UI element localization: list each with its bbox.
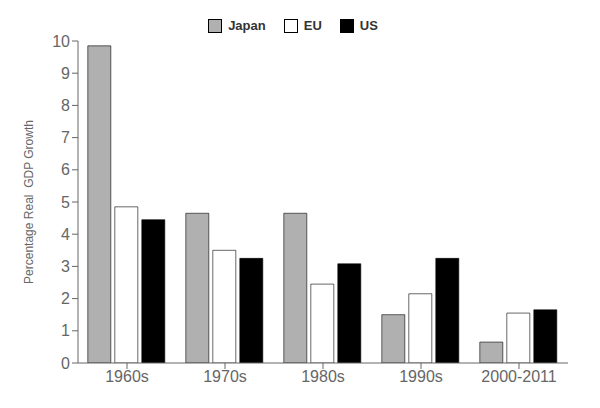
svg-text:1960s: 1960s [105, 368, 149, 385]
svg-text:10: 10 [52, 33, 70, 50]
svg-text:Percentage Real GDP Growth: Percentage Real GDP Growth [22, 120, 36, 284]
svg-text:3: 3 [61, 258, 70, 275]
svg-text:8: 8 [61, 97, 70, 114]
svg-text:1990s: 1990s [399, 368, 443, 385]
svg-text:2000-2011: 2000-2011 [481, 368, 556, 385]
svg-text:5: 5 [61, 194, 70, 211]
svg-text:1980s: 1980s [301, 368, 345, 385]
svg-text:9: 9 [61, 65, 70, 82]
svg-text:2: 2 [61, 290, 70, 307]
html-text:US: US [359, 18, 378, 33]
svg-text:6: 6 [61, 161, 70, 178]
html-text:EU: EU [303, 18, 322, 33]
svg-text:0: 0 [61, 355, 70, 372]
svg-text:1970s: 1970s [203, 368, 247, 385]
svg-text:7: 7 [61, 129, 70, 146]
html-text:Japan: Japan [228, 18, 266, 33]
svg-text:1: 1 [61, 322, 70, 339]
svg-text:4: 4 [61, 226, 70, 243]
